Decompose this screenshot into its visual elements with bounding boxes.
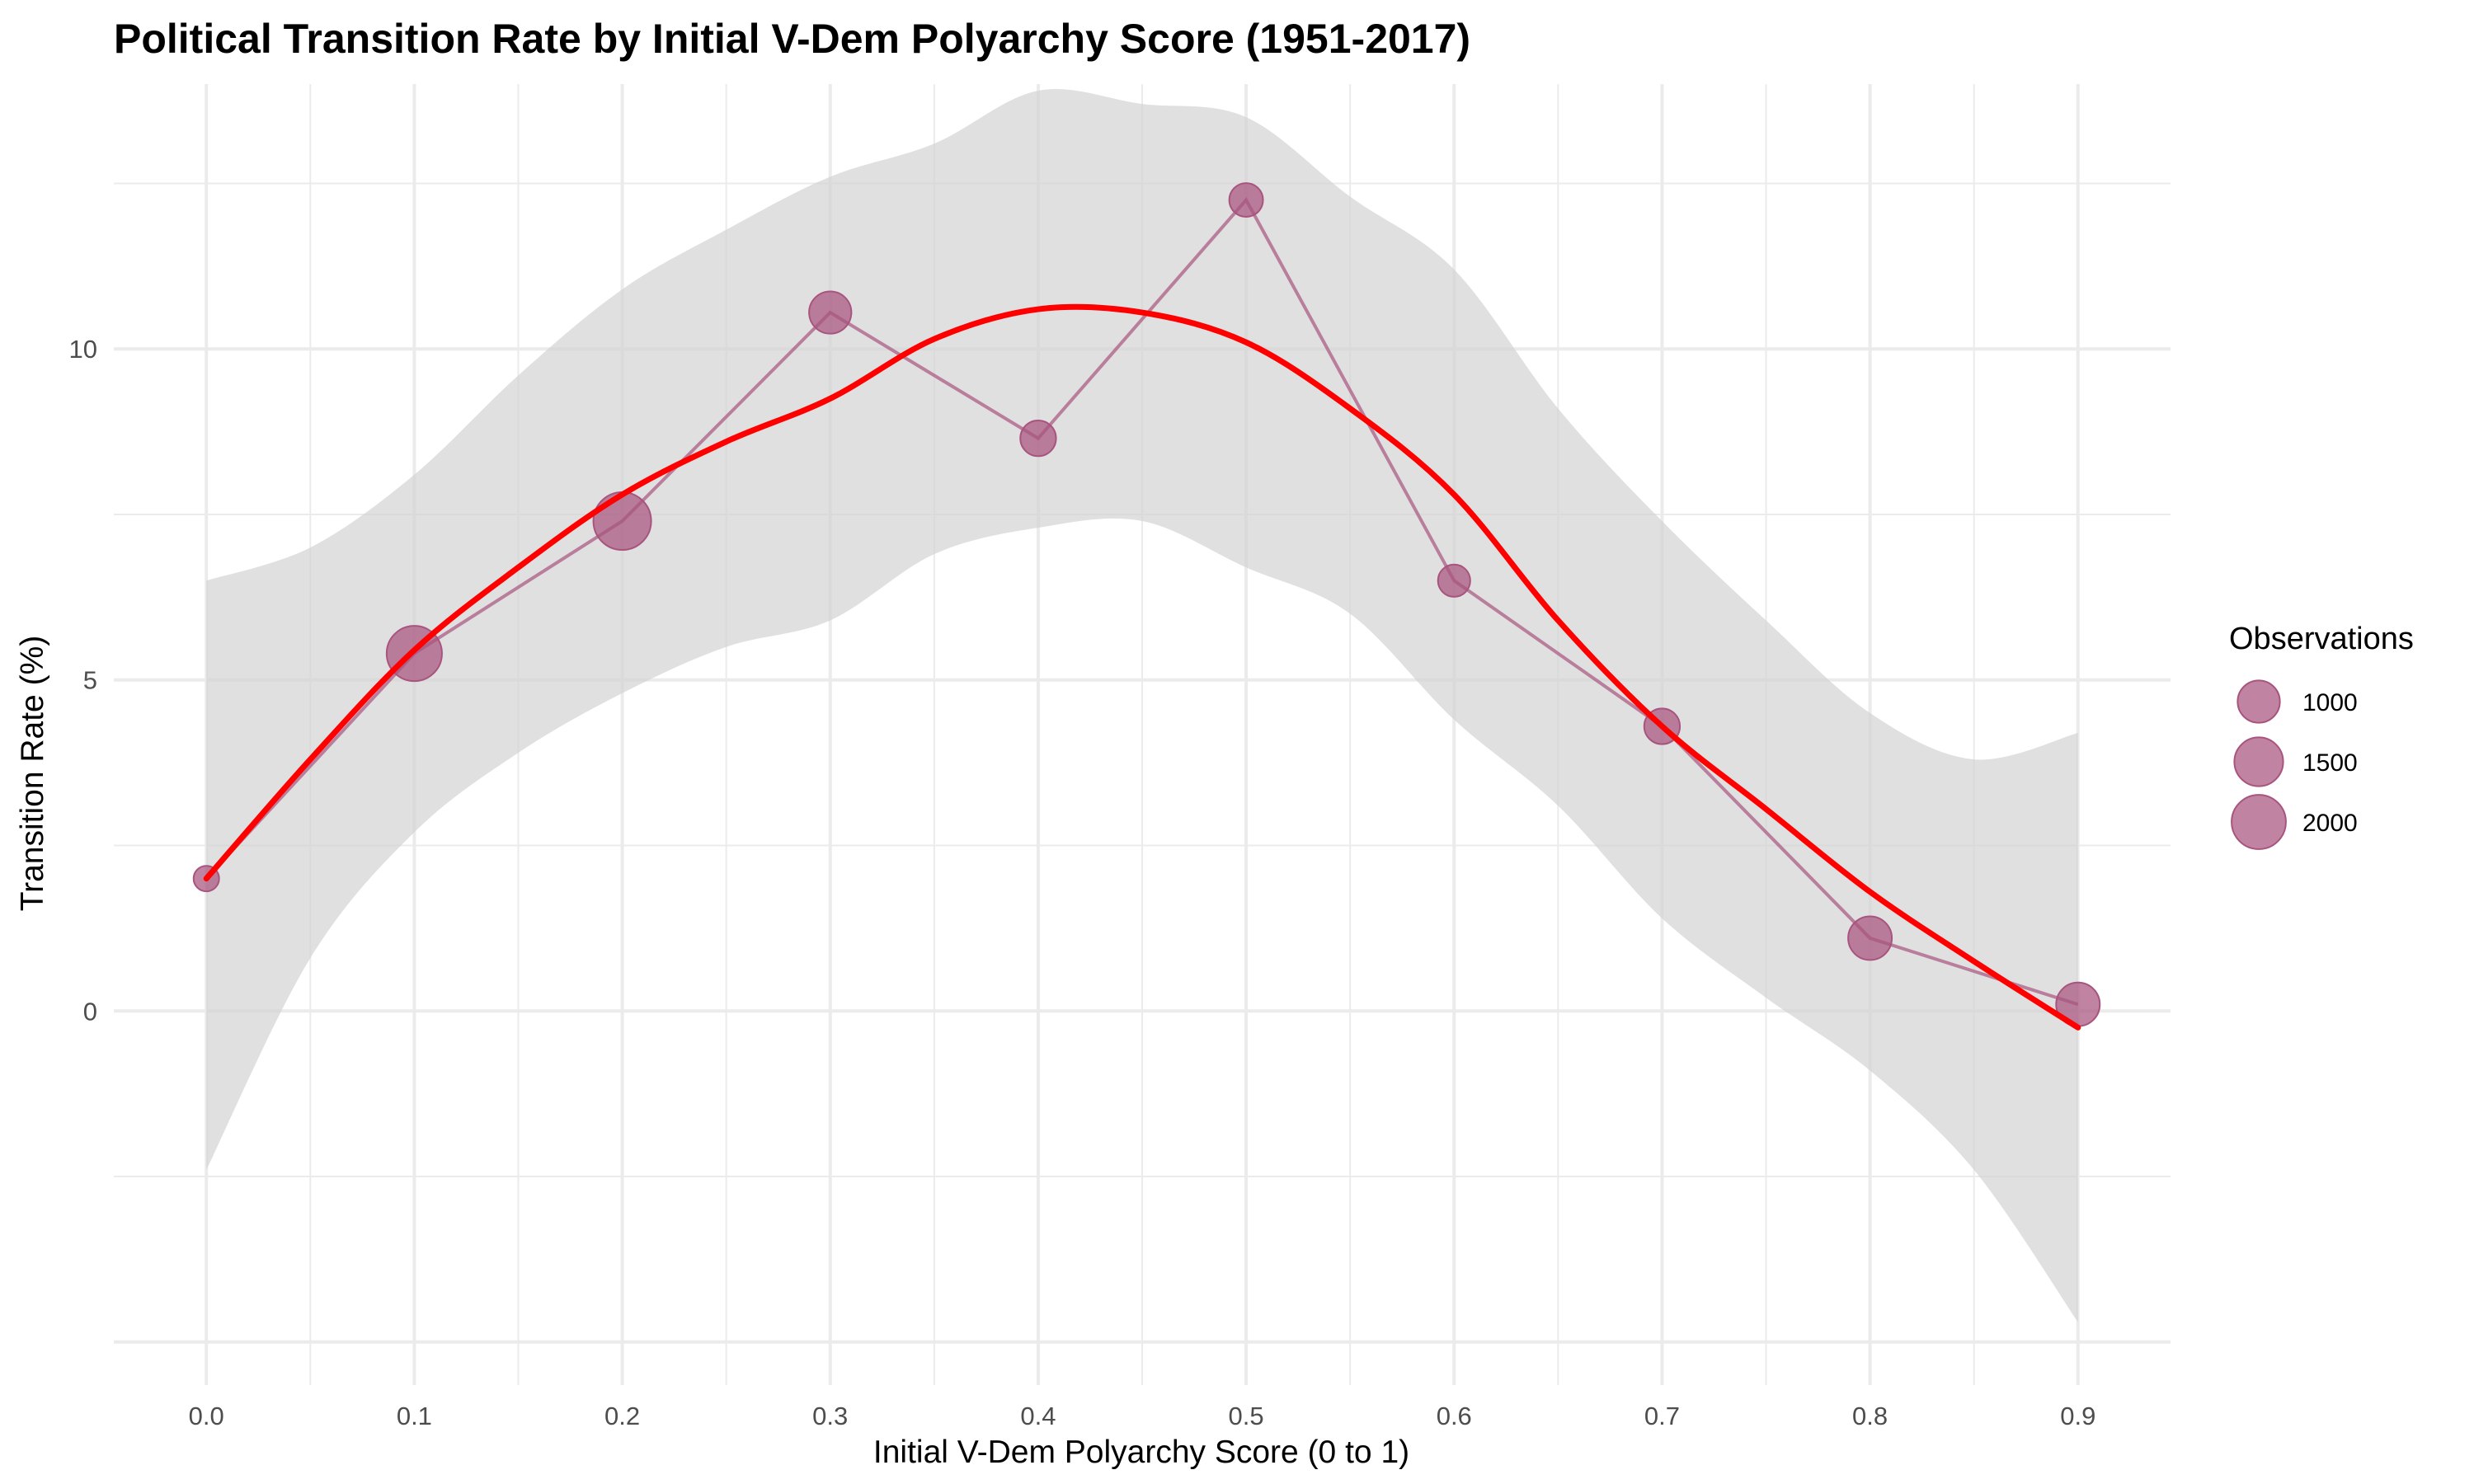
data-point	[592, 491, 652, 552]
x-tick-labels: 0.0 0.1 0.2 0.3 0.4 0.5 0.6 0.7 0.8 0.9	[189, 1402, 2096, 1430]
legend-key	[2236, 679, 2281, 724]
data-point	[1847, 915, 1893, 961]
y-tick-labels: 0 5 10	[69, 335, 97, 1026]
x-axis-title: Initial V-Dem Polyarchy Score (0 to 1)	[873, 1435, 1409, 1470]
x-tick-label: 0.6	[1437, 1402, 1472, 1430]
y-tick-label: 10	[69, 335, 97, 364]
y-tick-label: 5	[83, 666, 97, 695]
x-tick-label: 0.9	[2060, 1402, 2095, 1430]
legend-label: 1500	[2302, 749, 2358, 777]
confidence-ribbon	[206, 89, 2078, 1322]
connector-line-layer	[205, 197, 2079, 1007]
x-tick-label: 0.3	[812, 1402, 848, 1430]
legend-label: 1000	[2302, 689, 2358, 716]
data-point	[1228, 182, 1264, 218]
legend-key	[2233, 736, 2284, 787]
legend: Observations 1000 1500 2000	[2229, 622, 2414, 850]
x-tick-label: 0.1	[397, 1402, 432, 1430]
x-tick-label: 0.0	[189, 1402, 224, 1430]
x-tick-label: 0.5	[1229, 1402, 1264, 1430]
data-point	[1437, 563, 1471, 598]
smooth-line-layer	[203, 303, 2081, 1031]
chart-title: Political Transition Rate by Initial V-D…	[114, 16, 1470, 62]
x-tick-label: 0.4	[1020, 1402, 1056, 1430]
smooth-trend-line	[203, 303, 2081, 1031]
data-point	[808, 290, 853, 335]
connector-line	[205, 197, 2079, 1007]
legend-key	[2231, 794, 2287, 850]
x-tick-label: 0.2	[604, 1402, 640, 1430]
y-axis-title: Transition Rate (%)	[15, 636, 50, 912]
x-tick-label: 0.7	[1644, 1402, 1680, 1430]
x-tick-label: 0.8	[1852, 1402, 1888, 1430]
legend-label: 2000	[2302, 810, 2358, 837]
confidence-ribbon-layer	[206, 89, 2078, 1322]
y-tick-label: 0	[83, 997, 97, 1026]
legend-title: Observations	[2229, 622, 2414, 656]
data-point	[1019, 419, 1057, 458]
